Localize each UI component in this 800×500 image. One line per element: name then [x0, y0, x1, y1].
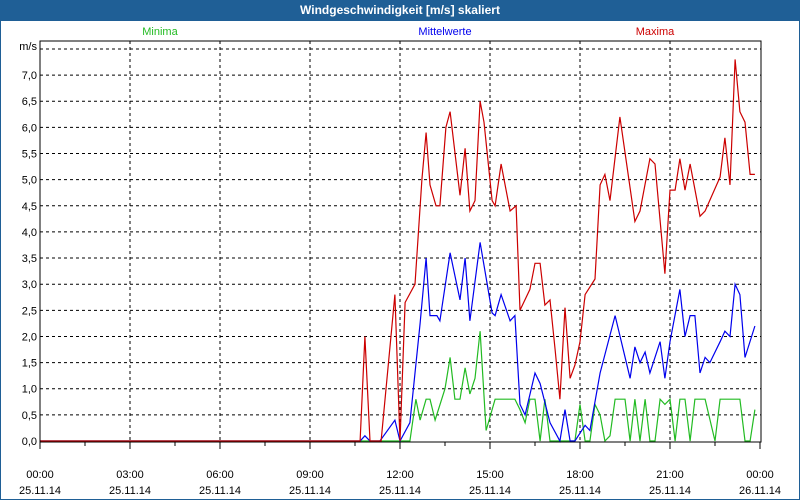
x-tick-date: 26.11.14: [739, 485, 781, 497]
x-tick-time: 09:00: [296, 469, 324, 481]
y-tick-label: 2,5: [22, 305, 37, 317]
x-tick-date: 25.11.14: [379, 485, 421, 497]
x-tick-time: 00:00: [746, 469, 774, 481]
x-tick-date: 25.11.14: [19, 485, 61, 497]
legend-mittelwerte: Mittelwerte: [418, 26, 471, 38]
x-tick-date: 25.11.14: [649, 485, 691, 497]
y-tick-label: 0,5: [22, 410, 37, 422]
series-line-maxima: [40, 59, 755, 442]
x-axis-labels: 00:00 25.11.14 03:00 25.11.14 06:00 25.11.14 0…: [19, 469, 781, 497]
y-tick-label: 6,0: [22, 122, 37, 134]
x-tick-date: 25.11.14: [469, 485, 511, 497]
y-tick-label: 6,5: [22, 96, 37, 108]
y-tick-label: 5,5: [22, 149, 37, 161]
y-tick-label: 4,0: [22, 227, 37, 239]
y-tick-label: 3,0: [22, 279, 37, 291]
y-axis-unit: m/s: [19, 41, 37, 53]
legend-maxima: Maxima: [636, 26, 675, 38]
x-tick-time: 18:00: [566, 469, 594, 481]
y-tick-label: 5,0: [22, 175, 37, 187]
y-tick-label: 1,0: [22, 384, 37, 396]
x-tick-date: 25.11.14: [289, 485, 331, 497]
grid: [39, 41, 761, 449]
series-line-mittelwerte: [40, 242, 756, 443]
x-tick-date: 25.11.14: [199, 485, 241, 497]
x-tick-date: 25.11.14: [559, 485, 601, 497]
y-tick-label: 4,5: [22, 201, 37, 213]
x-tick-time: 12:00: [386, 469, 414, 481]
legend-minima: Minima: [142, 26, 178, 38]
legend: Minima Mittelwerte Maxima: [142, 26, 675, 38]
x-tick-date: 25.11.14: [109, 485, 151, 497]
series-lines: [40, 59, 756, 443]
y-tick-label: 0,0: [22, 436, 37, 448]
x-tick-time: 03:00: [116, 469, 144, 481]
chart-title: Windgeschwindigkeit [m/s] skaliert: [0, 0, 800, 21]
x-tick-time: 15:00: [476, 469, 504, 481]
x-tick-time: 21:00: [656, 469, 684, 481]
plot-frame: [39, 40, 762, 443]
x-tick-time: 00:00: [26, 469, 54, 481]
x-tick-time: 06:00: [206, 469, 234, 481]
y-axis-labels: 0,0 0,5 1,0 1,5 2,0 2,5 3,0 3,5 4,0 4,5 5,0 5,5 6,0 6…: [22, 70, 37, 448]
series-line-minima: [40, 331, 756, 443]
y-tick-label: 7,0: [22, 70, 37, 82]
y-tick-label: 3,5: [22, 253, 37, 265]
y-tick-label: 2,0: [22, 331, 37, 343]
y-tick-label: 1,5: [22, 358, 37, 370]
